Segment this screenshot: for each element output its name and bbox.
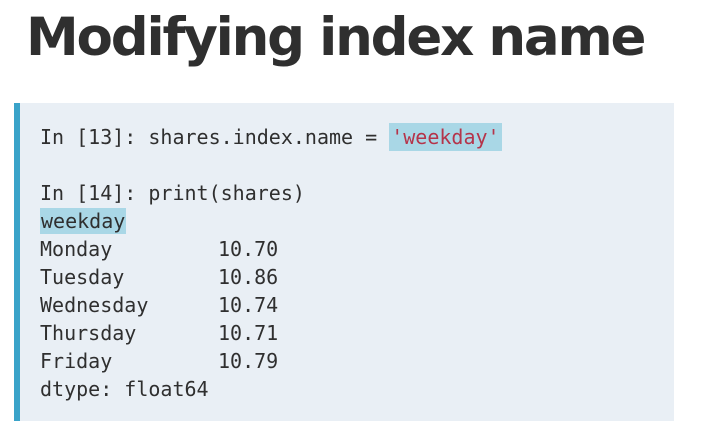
code-line-input-14: In [14]: print(shares) <box>40 179 305 207</box>
output-row: Monday 10.70 <box>40 235 278 263</box>
code-line-input-13: In [13]: shares.index.name = 'weekday' <box>40 123 502 151</box>
row-value: 10.79 <box>218 349 279 373</box>
row-label: Monday <box>40 237 113 261</box>
output-row: Tuesday 10.86 <box>40 263 278 291</box>
output-row: Thursday 10.71 <box>40 319 278 347</box>
row-label: Thursday <box>40 321 137 345</box>
output-row: Friday 10.79 <box>40 347 278 375</box>
row-label: Wednesday <box>40 293 149 317</box>
input-prompt-13: In [13]: <box>40 125 137 149</box>
row-value: 10.86 <box>218 265 279 289</box>
row-value: 10.71 <box>218 321 279 345</box>
output-index-name-line: weekday <box>40 207 127 235</box>
code-block: In [13]: shares.index.name = 'weekday' I… <box>14 103 674 421</box>
assignment-statement: shares.index.name = <box>148 125 378 149</box>
output-dtype-line: dtype: float64 <box>40 377 209 401</box>
input-prompt-14: In [14]: <box>40 181 137 205</box>
highlighted-index-name: weekday <box>40 208 127 234</box>
row-value: 10.74 <box>218 293 279 317</box>
output-row: Wednesday 10.74 <box>40 291 278 319</box>
row-label: Friday <box>40 349 113 373</box>
row-label: Tuesday <box>40 265 125 289</box>
highlighted-string-literal: 'weekday' <box>389 123 502 151</box>
row-value: 10.70 <box>218 237 279 261</box>
slide-title: Modifying index name <box>26 7 646 68</box>
print-statement: print(shares) <box>148 181 305 205</box>
